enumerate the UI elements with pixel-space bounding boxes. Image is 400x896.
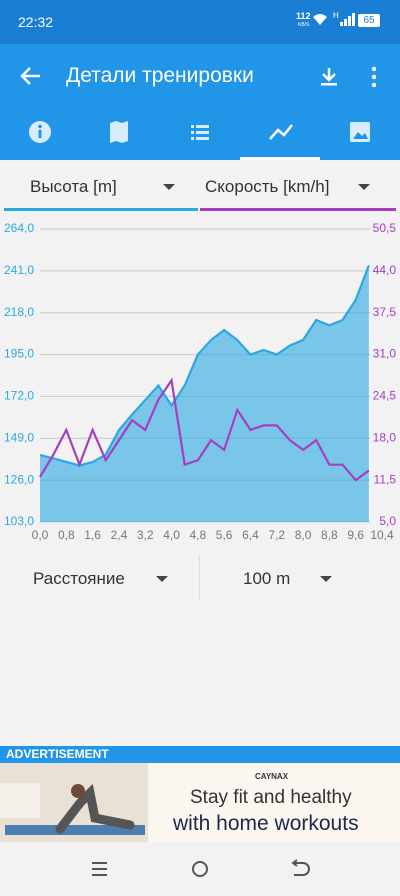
x-tick-label: 4,8 — [190, 528, 207, 542]
y2-tick-label: 11,5 — [374, 472, 397, 486]
dropdown-arrow — [163, 184, 175, 190]
dropdown-arrow — [156, 576, 168, 582]
nav-bar — [92, 859, 310, 877]
left-select-underline — [4, 208, 198, 211]
chart: 103,0 126,0 149,0 172,0 195,0 218,0 241,0 264,0… — [4, 221, 397, 542]
dropdown-arrow — [320, 576, 332, 582]
recents-button[interactable] — [92, 862, 107, 876]
select-label: Расстояние — [33, 569, 125, 588]
photo-tab[interactable] — [350, 122, 370, 142]
back-button[interactable] — [20, 66, 42, 86]
select-label: Высота [m] — [30, 177, 117, 196]
y-tick-label: 172,0 — [4, 389, 34, 403]
y2-tick-label: 50,5 — [373, 221, 397, 235]
divider — [199, 555, 200, 600]
battery: 65 — [358, 14, 380, 27]
x-tick-label: 10,4 — [370, 528, 394, 542]
select-label: Скорость [km/h] — [205, 177, 330, 196]
x-axis-select[interactable]: Расстояние — [33, 569, 125, 589]
back-nav-button[interactable] — [291, 859, 310, 876]
dropdown-arrow — [358, 184, 370, 190]
y2-tick-label: 44,0 — [373, 263, 397, 277]
ad-banner[interactable]: CAYNAX Stay fit and healthy with home wo… — [0, 763, 400, 842]
download-button[interactable] — [318, 66, 340, 88]
list-tab[interactable] — [191, 125, 209, 140]
y-tick-label: 264,0 — [4, 221, 34, 235]
x-tick-label: 6,4 — [242, 528, 259, 542]
y-tick-label: 218,0 — [4, 305, 34, 319]
y-tick-label: 149,0 — [4, 430, 34, 444]
y2-tick-label: 5,0 — [379, 514, 396, 528]
x-tick-label: 7,2 — [268, 528, 285, 542]
screen-title: Детали тренировки — [66, 64, 254, 87]
left-series-select[interactable]: Высота [m] — [30, 177, 117, 197]
signal-icon — [340, 13, 355, 26]
y-tick-label: 195,0 — [4, 347, 34, 361]
map-tab[interactable] — [110, 121, 128, 143]
x-tick-label: 5,6 — [216, 528, 233, 542]
y-tick-label: 126,0 — [4, 472, 34, 486]
area — [40, 265, 369, 522]
y2-tick-label: 24,5 — [373, 389, 397, 403]
wifi-icon — [313, 14, 327, 25]
ad-subline: with home workouts — [173, 812, 359, 835]
net-unit: KB/S — [298, 22, 310, 28]
net-speed: 112 — [296, 11, 311, 21]
right-series-select[interactable]: Скорость [km/h] — [205, 177, 329, 197]
select-label: 100 m — [243, 569, 291, 588]
ad-brand: CAYNAX — [255, 772, 289, 781]
status-bar: 22:32 112 KB/S H 65 — [0, 0, 400, 44]
right-select-underline — [200, 208, 396, 211]
tab-indicator — [240, 157, 320, 160]
tab-bar — [29, 121, 370, 160]
menu-button[interactable] — [370, 66, 378, 88]
y-tick-label: 103,0 — [4, 514, 34, 528]
y2-tick-label: 31,0 — [373, 347, 397, 361]
ad-label-text: ADVERTISEMENT — [6, 747, 109, 761]
y2-tick-label: 37,5 — [373, 305, 397, 319]
ad-headline: Stay fit and healthy — [190, 787, 352, 808]
x-tick-label: 3,2 — [137, 528, 154, 542]
line — [39, 377, 370, 482]
line — [39, 265, 370, 467]
info-tab[interactable] — [29, 121, 51, 143]
x-tick-label: 2,4 — [111, 528, 128, 542]
chart-tab[interactable] — [269, 124, 293, 140]
interval-select[interactable]: 100 m — [243, 569, 290, 589]
x-tick-label: 8,8 — [321, 528, 338, 542]
home-button[interactable] — [192, 861, 208, 877]
x-tick-label: 0,0 — [32, 528, 49, 542]
x-tick-label: 8,0 — [295, 528, 312, 542]
x-tick-label: 1,6 — [84, 528, 101, 542]
network-type: H — [333, 11, 339, 20]
ad-label: ADVERTISEMENT — [0, 746, 400, 763]
y-tick-label: 241,0 — [4, 263, 34, 277]
x-tick-label: 4,0 — [163, 528, 180, 542]
time: 22:32 — [18, 14, 54, 30]
y2-tick-label: 18,0 — [373, 430, 397, 444]
x-tick-label: 0,8 — [58, 528, 75, 542]
ad-image — [0, 763, 148, 842]
x-tick-label: 9,6 — [347, 528, 364, 542]
app-bar: Детали тренировки — [0, 44, 400, 160]
